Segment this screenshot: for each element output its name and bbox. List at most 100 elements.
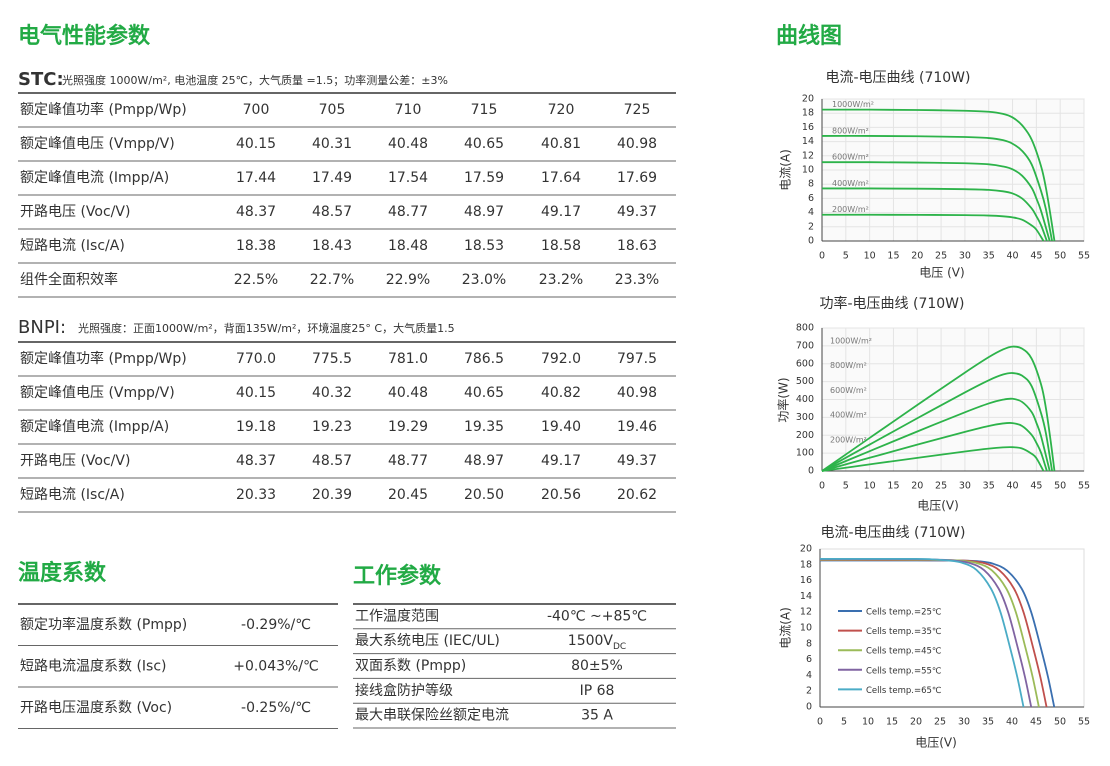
- table-cell: 40.31: [312, 136, 352, 152]
- y-tick-label: 300: [796, 412, 814, 423]
- y-tick-label: 18: [802, 108, 814, 119]
- table-cell: 40.82: [541, 385, 581, 401]
- x-axis-label: 电压 (V): [919, 266, 964, 280]
- y-axis-label: 电流(A): [779, 149, 793, 191]
- data-line: [821, 108, 1056, 242]
- table-cell: 18.53: [464, 238, 504, 254]
- chart-title: 电流-电压曲线 (710W): [826, 70, 971, 86]
- x-tick-label: 15: [887, 251, 899, 262]
- y-tick-label: 400: [796, 394, 814, 405]
- table-cell: 17.64: [541, 170, 581, 186]
- x-tick-label: 50: [1054, 481, 1066, 492]
- table-cell: 48.97: [464, 204, 504, 220]
- table-cell: 40.65: [464, 385, 504, 401]
- x-axis-label: 电压(V): [915, 736, 957, 750]
- table-cell: 48.77: [388, 204, 428, 220]
- table-cell: 49.37: [617, 204, 657, 220]
- x-tick-label: 55: [1078, 717, 1090, 728]
- row-label: 工作温度范围: [355, 607, 439, 624]
- table-note: 光照强度：正面1000W/m²，背面135W/m²，环境温度25° C，大气质量…: [78, 321, 455, 335]
- x-tick-label: 35: [982, 717, 994, 728]
- data-line: [821, 345, 1056, 472]
- y-tick-label: 8: [808, 179, 814, 190]
- row-label: 额定峰值功率 (Pmpp/Wp): [20, 350, 187, 367]
- y-tick-label: 700: [796, 340, 814, 351]
- y-tick-label: 6: [808, 193, 814, 204]
- table-cell: 40.32: [312, 385, 352, 401]
- cell-subscript: DC: [613, 642, 626, 652]
- table-cell: 49.17: [541, 204, 581, 220]
- table-cell: 22.9%: [386, 272, 430, 288]
- table-cell: -40℃ ~+85℃: [547, 608, 647, 624]
- x-tick-label: 10: [862, 717, 874, 728]
- y-tick-label: 2: [806, 686, 812, 697]
- plot-frame: [819, 548, 1085, 708]
- y-axis-label: 功率(W): [776, 377, 791, 422]
- legend-label: Cells temp.=35℃: [866, 627, 942, 637]
- data-line: [821, 446, 1045, 472]
- table-cell: 40.48: [388, 385, 428, 401]
- table-cell: 19.29: [388, 419, 428, 435]
- x-tick-label: 25: [934, 717, 946, 728]
- y-tick-label: 6: [806, 654, 812, 665]
- curve-label: 1000W/m²: [830, 337, 872, 346]
- x-tick-label: 20: [910, 717, 922, 728]
- table-cell: 49.17: [541, 453, 581, 469]
- chart-title: 功率-电压曲线 (710W): [820, 295, 965, 312]
- row-label: 最大系统电压 (IEC/UL): [355, 633, 500, 649]
- row-label: 额定峰值电流 (Impp/A): [20, 170, 169, 186]
- table-cell: 715: [471, 102, 498, 118]
- table-cell: IP 68: [580, 683, 615, 699]
- x-tick-label: 10: [864, 481, 876, 492]
- table-cell: 786.5: [464, 351, 504, 367]
- x-tick-label: 45: [1030, 251, 1042, 262]
- y-tick-label: 2: [808, 221, 814, 232]
- curve-label: 1000W/m²: [832, 100, 874, 109]
- table-cell: 48.97: [464, 453, 504, 469]
- legend-label: Cells temp.=25℃: [866, 608, 942, 618]
- y-tick-label: 200: [796, 430, 814, 441]
- y-tick-label: 4: [806, 670, 812, 681]
- table-cell: 23.2%: [539, 272, 583, 288]
- x-tick-label: 30: [959, 251, 971, 262]
- x-tick-label: 0: [819, 481, 825, 492]
- row-label: 最大串联保险丝额定电流: [355, 708, 509, 724]
- table-cell: 40.65: [464, 136, 504, 152]
- cell-value: 35 A: [581, 708, 613, 724]
- y-tick-label: 0: [806, 702, 812, 713]
- table-cell: 18.63: [617, 238, 657, 254]
- y-tick-label: 12: [802, 150, 814, 161]
- data-line: [821, 213, 1045, 242]
- table-cell: 17.59: [464, 170, 504, 186]
- row-label: 接线盒防护等级: [355, 682, 453, 699]
- y-tick-label: 800: [796, 323, 814, 334]
- x-tick-label: 0: [817, 717, 823, 728]
- table-cell: 17.54: [388, 170, 428, 186]
- y-tick-label: 14: [800, 591, 812, 602]
- table-cell: 48.77: [388, 453, 428, 469]
- table-cell: 18.48: [388, 238, 428, 254]
- y-tick-label: 14: [802, 136, 814, 147]
- table-cell: 49.37: [617, 453, 657, 469]
- x-tick-label: 15: [887, 481, 899, 492]
- y-tick-label: 20: [800, 544, 812, 555]
- x-tick-label: 30: [959, 481, 971, 492]
- table-label: STC:: [18, 69, 64, 90]
- data-line: [821, 161, 1051, 242]
- x-tick-label: 20: [911, 481, 923, 492]
- table-cell: 40.15: [236, 385, 276, 401]
- y-tick-label: 500: [796, 376, 814, 387]
- row-label: 开路电压温度系数 (Voc): [20, 700, 172, 716]
- x-tick-label: 10: [864, 251, 876, 262]
- table-cell: 19.35: [464, 419, 504, 435]
- table-cell: 22.5%: [234, 272, 278, 288]
- y-tick-label: 20: [802, 94, 814, 105]
- section-title: 温度系数: [18, 560, 107, 586]
- table-note: 光照强度 1000W/m², 电池温度 25℃，大气质量 =1.5；功率测量公差…: [62, 73, 448, 87]
- y-tick-label: 12: [800, 607, 812, 618]
- x-tick-label: 40: [1006, 251, 1018, 262]
- y-tick-label: 100: [796, 448, 814, 459]
- x-tick-label: 20: [911, 251, 923, 262]
- table-cell: 705: [319, 102, 346, 118]
- table-cell: 22.7%: [310, 272, 354, 288]
